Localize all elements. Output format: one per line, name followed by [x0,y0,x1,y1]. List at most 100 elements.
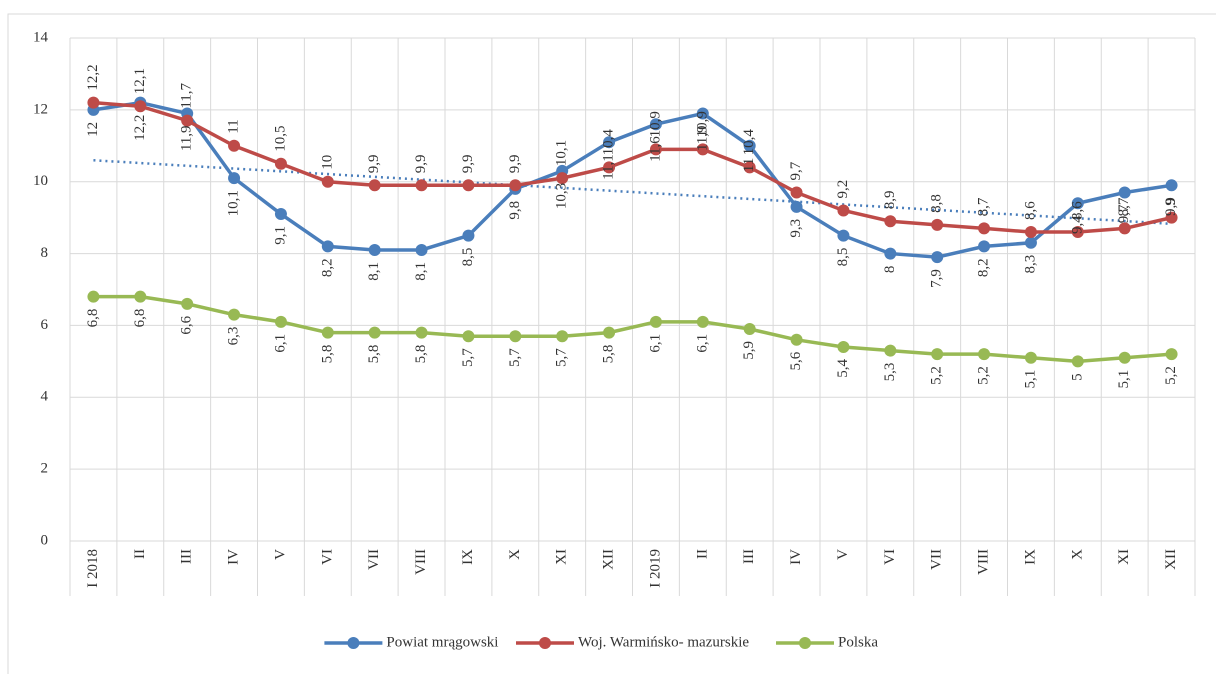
data-label: 5,8 [366,345,382,364]
data-label: 5,6 [788,351,804,370]
data-point [1024,226,1037,239]
series-line [93,294,1172,364]
x-tick-label: III [179,549,195,564]
data-point [649,315,662,328]
x-tick-label: IX [460,549,476,565]
data-label: 6,8 [85,309,101,328]
x-tick-label: I 2019 [647,549,663,588]
data-point [603,326,616,339]
data-label: 8,5 [835,248,851,267]
data-point [321,175,334,188]
data-label: 5,7 [460,348,476,367]
data-label: 5,9 [741,341,757,360]
data-label: 12,2 [132,115,148,141]
data-label: 9 [1163,198,1179,206]
data-point [134,290,147,303]
data-label: 9,9 [413,155,429,174]
data-label: 9,1 [272,226,288,245]
data-point [978,348,991,361]
data-label: 5,1 [1116,370,1132,389]
x-tick-label: XI [554,549,570,565]
data-point [1024,236,1037,249]
data-point [321,240,334,253]
data-label: 10,9 [647,111,663,137]
data-label: 8,1 [366,262,382,281]
data-label: 6,1 [694,334,710,353]
data-label: 11 [741,158,757,172]
data-point [1071,355,1084,368]
y-tick-label: 10 [33,173,48,189]
chart-frame [7,13,1216,674]
data-point [87,96,100,109]
data-point [696,107,709,120]
x-tick-label: VI [882,549,898,565]
data-point [462,229,475,242]
data-point [509,179,522,192]
data-label: 6,1 [272,334,288,353]
data-label: 9,9 [507,155,523,174]
data-point [603,161,616,174]
data-label: 8,7 [976,197,992,216]
data-label: 5,8 [601,345,617,364]
data-point [743,161,756,174]
data-label: 8,5 [460,248,476,267]
data-label: 5,1 [1022,370,1038,389]
data-label: 9,7 [1116,204,1132,223]
x-tick-label: IV [788,549,804,565]
data-label: 11,9 [179,125,195,151]
data-point [931,348,944,361]
data-label: 7,9 [929,269,945,288]
data-point [696,143,709,156]
data-label: 9,7 [788,161,804,180]
data-label: 8,2 [319,258,335,277]
data-label: 8,3 [1022,255,1038,274]
x-tick-label: IV [226,549,242,565]
data-label: 9,9 [460,155,476,174]
data-point [1118,186,1131,199]
data-point [1071,226,1084,239]
data-point [603,136,616,149]
y-tick-label: 4 [41,389,49,405]
x-tick-label: XI [1116,549,1132,565]
data-label: 8,2 [976,258,992,277]
x-tick-label: VII [366,549,382,570]
legend-label: Powiat mrągowski [386,634,498,650]
data-label: 8 [882,266,898,274]
data-label: 5 [1069,373,1085,381]
x-tick-label: II [694,549,710,559]
data-label: 8,1 [413,262,429,281]
data-label: 10,4 [741,129,757,156]
data-point [790,200,803,213]
data-point [181,297,194,310]
data-label: 9,2 [835,180,851,199]
data-point [556,172,569,185]
y-tick-label: 0 [41,532,49,548]
x-tick-label: IX [1022,549,1038,565]
data-label: 6,3 [226,327,242,346]
data-label: 8,6 [1022,201,1038,220]
data-point [228,308,241,321]
data-label: 11,9 [694,125,710,151]
data-point [790,333,803,346]
data-point [415,179,428,192]
x-tick-label: V [272,549,288,560]
data-label: 8,7 [1116,197,1132,216]
data-point [931,251,944,264]
data-label: 8,8 [929,194,945,213]
x-tick-label: VI [319,549,335,565]
data-point [931,218,944,231]
data-label: 10 [319,155,335,170]
legend-marker [799,637,811,649]
y-tick-label: 14 [33,29,49,45]
data-point [87,290,100,303]
data-label: 9,4 [1069,215,1085,234]
data-label: 9,3 [788,219,804,238]
data-point [368,179,381,192]
data-label: 6,6 [179,315,195,334]
data-point [837,340,850,353]
data-label: 5,2 [1163,366,1179,385]
data-label: 9,9 [366,155,382,174]
x-tick-label: XII [1163,549,1179,570]
y-tick-label: 2 [41,461,49,477]
